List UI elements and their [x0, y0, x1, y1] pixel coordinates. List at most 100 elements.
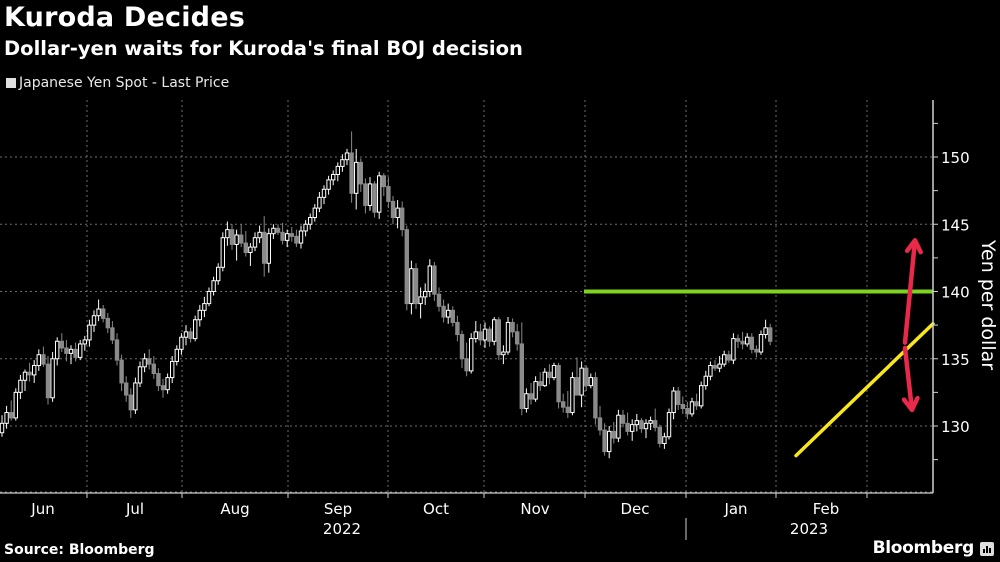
- candle: [423, 283, 428, 305]
- candle: [202, 296, 207, 318]
- candle-body-down: [124, 382, 129, 396]
- candle-body-down: [657, 426, 662, 444]
- candle: [216, 263, 221, 285]
- annotations: [584, 238, 935, 458]
- y-tick-label: 130: [941, 418, 970, 436]
- candle: [96, 299, 101, 322]
- x-tick-label: Sep: [324, 500, 352, 518]
- x-tick-label: Jul: [125, 500, 144, 518]
- x-tick-label: Jan: [723, 500, 747, 518]
- candle: [179, 333, 184, 355]
- candle: [275, 224, 281, 236]
- chart-subtitle: Dollar-yen waits for Kuroda's final BOJ …: [4, 37, 523, 60]
- candle-body-down: [275, 227, 281, 233]
- candle: [616, 409, 621, 443]
- candle: [133, 377, 138, 414]
- candle: [708, 361, 713, 381]
- candle-body-down: [441, 305, 446, 318]
- candle: [745, 333, 750, 347]
- candle: [229, 224, 235, 250]
- candle-body-down: [510, 321, 515, 333]
- candle: [620, 409, 626, 428]
- candle: [312, 204, 318, 222]
- uptrend-line: [794, 322, 935, 458]
- candle: [666, 408, 672, 440]
- candle-body-up: [501, 351, 506, 356]
- candle: [147, 349, 152, 370]
- candle: [676, 386, 681, 410]
- candle: [59, 333, 64, 353]
- candle-body-up: [220, 237, 226, 268]
- candle-body-down: [128, 394, 134, 411]
- candle: [142, 353, 147, 373]
- candle: [446, 303, 451, 324]
- candle-body-up: [4, 412, 9, 424]
- candle-body-up: [225, 229, 230, 239]
- candle: [220, 232, 226, 272]
- candle: [561, 393, 566, 413]
- bloomberg-chart-icon: [980, 542, 994, 556]
- y-tick-label: 150: [941, 149, 970, 167]
- candle-body-up: [607, 430, 612, 453]
- candle: [413, 263, 419, 309]
- x-year-label: 2023: [790, 520, 828, 538]
- candle: [671, 386, 676, 420]
- candle-body-up: [257, 231, 262, 239]
- candle-body-up: [234, 234, 239, 245]
- candle: [662, 432, 667, 449]
- candle-body-up: [285, 233, 290, 241]
- candle-body-up: [367, 183, 373, 206]
- candle: [55, 337, 60, 366]
- candle: [358, 158, 364, 192]
- candle: [4, 405, 9, 429]
- candle: [450, 306, 456, 327]
- candle: [308, 213, 313, 230]
- candle: [735, 334, 741, 348]
- candle-body-down: [653, 420, 658, 428]
- arrow-down-icon: [901, 345, 920, 413]
- candle-body-down: [73, 348, 78, 358]
- candle-body-up: [699, 385, 704, 407]
- candle: [340, 154, 345, 172]
- candle: [722, 350, 727, 367]
- candle-body-up: [96, 308, 101, 317]
- candle-body-down: [386, 186, 391, 202]
- candle-body-up: [82, 339, 87, 345]
- candle: [78, 339, 83, 361]
- candle: [436, 287, 442, 312]
- candle: [597, 405, 603, 436]
- candle: [496, 317, 502, 361]
- candle-body-up: [630, 424, 635, 432]
- candle: [758, 330, 764, 355]
- candle: [124, 376, 129, 402]
- candle: [243, 230, 249, 257]
- candle: [763, 319, 768, 339]
- candle-body-up: [689, 401, 695, 415]
- candle-body-down: [9, 412, 14, 419]
- candle-body-up: [183, 331, 189, 338]
- candle-body-down: [740, 340, 745, 345]
- candle: [427, 259, 433, 297]
- candle: [694, 393, 699, 410]
- candle: [648, 416, 653, 431]
- candle: [515, 323, 520, 351]
- candle-body-down: [556, 364, 561, 403]
- candle: [482, 322, 488, 348]
- candle: [390, 196, 396, 225]
- candle-body-down: [639, 420, 644, 430]
- candle: [22, 369, 28, 392]
- candle-body-down: [694, 401, 699, 407]
- candle: [41, 346, 46, 367]
- candle-body-down: [749, 336, 754, 350]
- candle: [699, 381, 704, 409]
- candle-body-up: [551, 364, 557, 379]
- candle: [0, 415, 5, 437]
- candle-body-up: [22, 371, 28, 381]
- candle-body-up: [524, 393, 529, 410]
- candle: [68, 345, 74, 365]
- candle-body-up: [335, 165, 341, 175]
- candle: [400, 201, 405, 237]
- candle-body-down: [602, 429, 607, 453]
- candle: [501, 345, 506, 365]
- candle-body-up: [666, 412, 672, 438]
